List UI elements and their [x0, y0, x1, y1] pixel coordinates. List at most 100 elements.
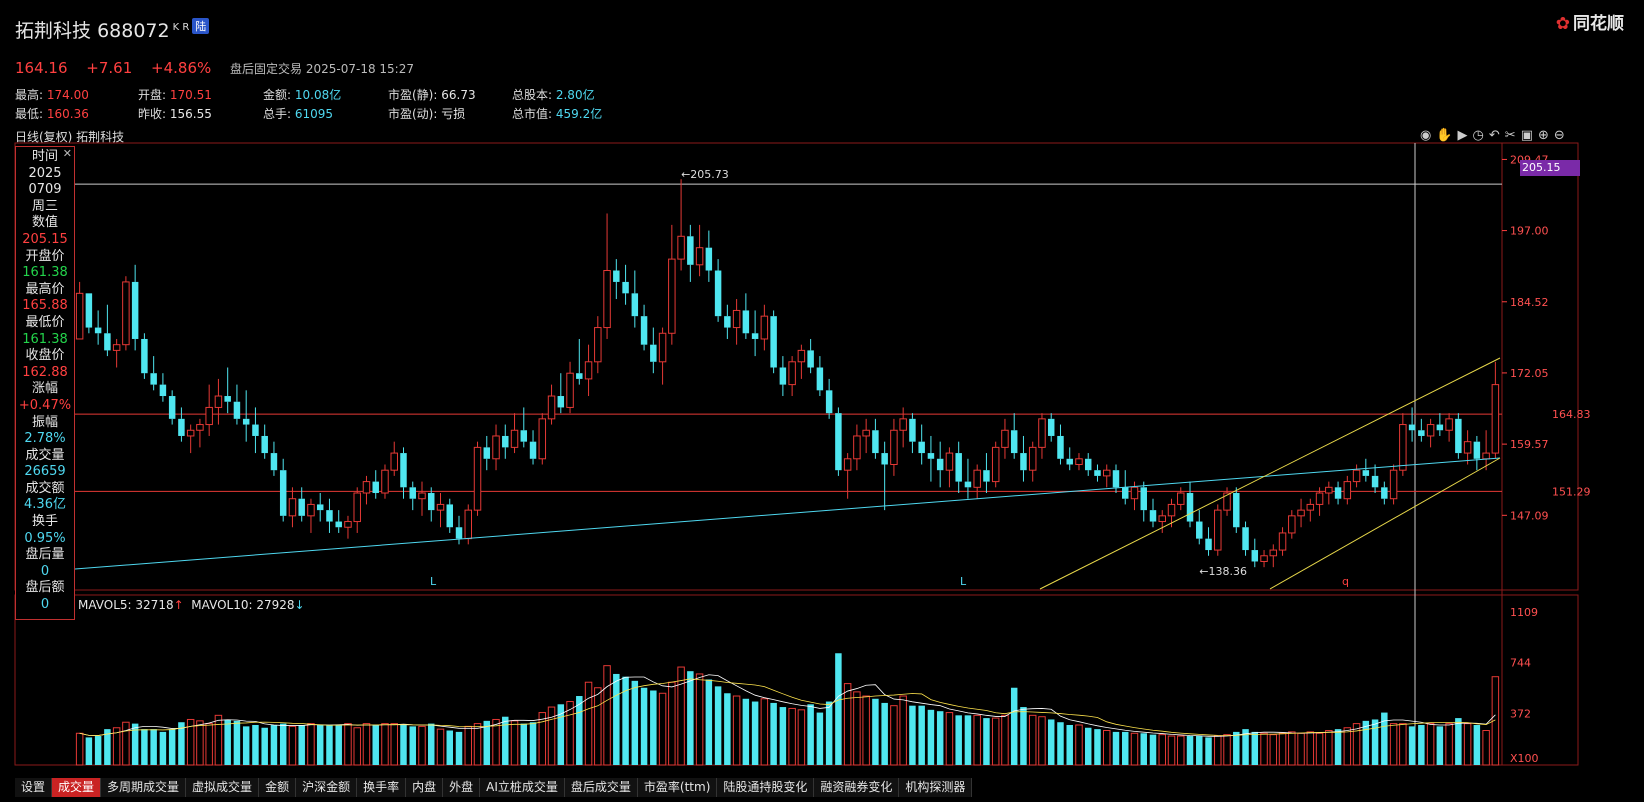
volume-bar — [547, 706, 556, 766]
volume-bar — [483, 720, 491, 765]
tooltip-line: 开盘价 — [25, 248, 65, 264]
candle-body — [909, 418, 916, 442]
volume-bar — [473, 723, 482, 766]
zoom-out-icon[interactable]: ⊖ — [1553, 128, 1570, 143]
volume-bar — [751, 701, 759, 765]
candle-body — [455, 527, 463, 539]
indicator-tabs: 设置 成交量 多周期成交量 虚拟成交量 金额 沪深金额 换手率 内盘 外盘 AI立桩成交量 盘后成交… — [15, 778, 973, 797]
tab-item[interactable]: 沪深金额 — [296, 778, 358, 797]
candle — [418, 481, 426, 516]
volume-bar — [1102, 730, 1111, 766]
volume-bar — [242, 726, 250, 765]
candle — [650, 327, 657, 374]
tab-item[interactable]: 盘后成交量 — [564, 778, 638, 797]
volume-bar — [381, 723, 389, 766]
candle-body — [270, 453, 278, 471]
candle — [1445, 413, 1453, 442]
candle-body — [1269, 549, 1278, 557]
candle — [316, 493, 324, 522]
candle — [705, 230, 713, 282]
stat-label: 总股本: — [512, 88, 553, 102]
candle-body — [1140, 487, 1147, 511]
candle-body — [1094, 470, 1101, 476]
stat-value: 170.51 — [166, 88, 212, 102]
tab-item[interactable]: 金额 — [259, 778, 297, 797]
volume-bar — [1112, 731, 1120, 765]
mavol10-label: MAVOL10: 27928 — [191, 598, 295, 612]
volume-bar — [464, 725, 473, 766]
stat-label: 市盈(动): — [388, 107, 438, 121]
candle — [983, 453, 990, 494]
scissors-icon[interactable]: ✂ — [1504, 128, 1521, 143]
candle-body — [242, 418, 250, 425]
volume-bar — [1158, 734, 1166, 766]
tab-item[interactable]: 多周期成交量 — [101, 778, 187, 797]
tab-item[interactable]: 虚拟成交量 — [186, 778, 260, 797]
undo-icon[interactable]: ↶ — [1488, 128, 1505, 143]
candle-body — [1167, 503, 1176, 517]
candle — [446, 498, 453, 533]
candle-body — [1038, 418, 1046, 448]
candle-body — [224, 396, 231, 402]
volume-bar — [788, 707, 796, 766]
candle — [1418, 418, 1425, 442]
candle — [973, 464, 981, 499]
stat-value: 66.73 — [437, 88, 476, 102]
volume-bar — [779, 707, 787, 765]
stat-item: 总股本: 2.80亿 — [512, 86, 595, 103]
tab-item[interactable]: 陆股通持股变化 — [717, 778, 815, 797]
candle — [436, 493, 445, 528]
candle-body — [186, 429, 195, 437]
replay-icon[interactable]: ◷ — [1472, 128, 1489, 143]
trade-note: 盘后固定交易 2025-07-18 15:27 — [230, 62, 414, 76]
tooltip-line: 0 — [40, 597, 50, 613]
line1-label: 164.83 — [1552, 408, 1591, 421]
tab-item[interactable]: 机构探测器 — [899, 778, 973, 797]
lock-icon[interactable]: ▣ — [1520, 128, 1538, 143]
close-icon[interactable]: ✕ — [62, 147, 72, 160]
volume-bar — [677, 666, 685, 766]
candle-body — [797, 349, 806, 363]
volume-bar — [344, 723, 352, 766]
candle — [196, 418, 204, 448]
tab-item[interactable]: 融资融券变化 — [814, 778, 900, 797]
brand-logo: ✿ 同花顺 — [1555, 14, 1624, 34]
candle-body — [1260, 555, 1268, 562]
volume-bar — [835, 653, 842, 765]
crosshair-price-box: 205.15 — [1520, 160, 1580, 176]
candle-body — [104, 333, 111, 351]
tab-item[interactable]: 内盘 — [406, 778, 444, 797]
candle — [1455, 413, 1462, 459]
tooltip-line: 换手 — [31, 514, 58, 530]
volume-bar — [1130, 732, 1139, 766]
candle-body — [131, 281, 139, 339]
volume-bar — [557, 704, 565, 765]
volume-bar — [862, 695, 870, 766]
eye-icon[interactable]: ◉ — [1420, 128, 1437, 143]
volume-bar — [742, 698, 750, 765]
hand-icon[interactable]: ✋ — [1436, 128, 1458, 143]
tab-item[interactable]: 换手率 — [357, 778, 407, 797]
candle-body — [622, 281, 629, 294]
tab-item[interactable]: 设置 — [15, 778, 53, 797]
volume-bar — [1186, 736, 1194, 765]
volume-bar — [168, 729, 176, 765]
play-icon[interactable]: ▶ — [1457, 128, 1473, 143]
tab-item[interactable]: 外盘 — [443, 778, 481, 797]
stat-item: 总手: 61095 — [263, 105, 333, 122]
volume-bar — [1223, 734, 1231, 766]
candle-body — [1205, 538, 1212, 551]
candle — [714, 259, 722, 322]
tab-item[interactable]: AI立桩成交量 — [480, 778, 565, 797]
tab-item[interactable]: 市盈率(ttm) — [637, 778, 718, 797]
candle — [547, 384, 556, 425]
tab-item[interactable]: 成交量 — [52, 778, 102, 797]
mark-l1: L — [430, 575, 437, 588]
price-axis-label: 172.05 — [1510, 367, 1549, 380]
zoom-in-icon[interactable]: ⊕ — [1537, 128, 1554, 143]
volume-bar — [326, 724, 333, 765]
volume-bar — [307, 723, 315, 766]
volume-bar — [502, 716, 509, 765]
tooltip-line: 0.95% — [24, 530, 66, 546]
